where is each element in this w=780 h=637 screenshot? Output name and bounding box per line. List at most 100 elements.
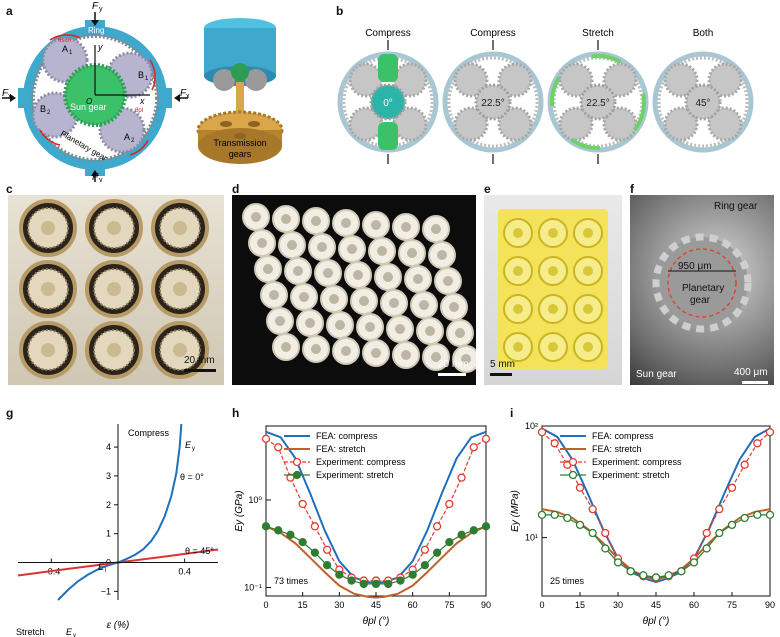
e-cell-hole-0-0 [513,228,523,238]
rotation-arrow-2 [149,59,156,91]
c-gear-hub-1-2 [173,282,187,296]
chart-g-ytick-label-3: 2 [106,500,111,510]
photo-d-lattice [242,203,476,373]
fea-angle-3: 45° [695,98,710,109]
transmission-label-1: Transmission [213,138,266,148]
chart-i-point-3-17 [753,510,762,519]
d-cell-hole-2-5 [413,274,423,284]
fea-planet-1-2 [453,106,489,142]
force-arrowhead-right [174,94,180,102]
d-cell-hole-2-6 [443,276,453,286]
chart-g-ytick-label-5: 4 [106,442,111,452]
chart-h-point-3-4 [310,548,320,557]
c-gear-hub-1-1 [107,282,121,296]
chart-h-xtick-label-5: 75 [444,600,454,610]
origin-label: O [86,97,92,106]
fea-planet-3-2 [663,106,699,142]
chart-i-point-2-17 [753,439,762,448]
chart-h-legend-text-3: Experiment: stretch [316,470,394,480]
scale-bar-d [438,373,466,376]
chart-h-point-3-16 [457,530,466,539]
d-cell-hole-1-1 [287,240,297,250]
e-cell-hole-2-2 [583,304,593,314]
d-cell-hole-5-2 [341,346,351,356]
chart-i-legend-marker-2 [568,457,578,467]
chart-i-legend-text-1: FEA: stretch [592,444,642,454]
d-cell-hole-2-2 [323,268,333,278]
axis-x-label: x [139,96,145,106]
c-gear-hub-2-2 [173,343,187,357]
chart-g-ytick-label-0: −1 [101,586,111,596]
chart-h-legend-marker-2 [292,457,302,467]
diameter-label: 950 μm [678,261,712,272]
force-arrowhead-left [10,94,16,102]
chart-h-ytick-label-0: 10⁻¹ [244,583,262,593]
scale-label-f: 400 μm [734,367,768,378]
chart-i-legend-text-3: Experiment: stretch [592,470,670,480]
fea-angle-1: 22.5° [481,98,504,109]
d-cell-hole-5-5 [431,352,441,362]
scale-bar-e [490,373,512,376]
fea-planet-1-1 [497,62,533,98]
fea-stress-bottom-0 [378,122,398,150]
chart-i-point-3-11 [677,567,686,576]
d-cell-hole-3-0 [269,290,279,300]
chart-h-legend-marker-3 [292,470,302,480]
d-cell-hole-0-3 [341,218,351,228]
chart-i-point-2-5 [601,528,610,538]
e-block [498,209,608,369]
chart-i-ytick-label-0: 10¹ [525,533,538,543]
chart-i-point-2-13 [702,528,711,538]
chart-i-legend-text-0: FEA: compress [592,431,654,441]
panel-b-fea: 0° Compress 22.5° Compress 22.5° Stretch 45° Bo… [337,28,754,164]
chart-i-legend-text-2: Experiment: compress [592,457,682,467]
gear-hole-2 [248,121,260,127]
chart-g-ey-bottom-sub: y [73,633,76,637]
fea-planet-2-2 [558,106,594,142]
chart-g-el-sub: l [105,568,106,574]
force-left-sub: x [8,93,12,100]
chart-h-legend-text-1: FEA: stretch [316,444,366,454]
chart-i-point-3-1 [550,510,559,519]
fea-angle-0: 0° [383,98,393,109]
panel-label-h: h [232,406,240,420]
d-cell-hole-4-1 [305,318,315,328]
planetary-label-1: Planetary [682,283,725,294]
fea-sun-1 [474,83,512,121]
chart-h-point-3-1 [274,526,283,535]
chart-h-point-2-3 [298,499,307,509]
chart-h-point-3-18 [481,522,491,531]
d-cell-hole-0-2 [311,216,321,226]
chart-i-point-3-8 [639,571,648,580]
chart-i-series-0 [541,427,771,584]
d-cell-hole-1-2 [317,242,327,252]
chart-h-point-3-13 [420,561,430,570]
chart-i-point-3-7 [626,567,635,576]
photo-panel-e: 5 mm [484,195,622,385]
d-cell-hole-3-6 [449,302,459,312]
chart-i-xtick-label-3: 45 [651,600,661,610]
chart-i-point-3-9 [651,573,661,582]
ring-label: Ring [88,26,104,35]
d-cell-hole-4-5 [425,326,435,336]
scale-label-d: 20 mm [438,359,469,370]
force-right-label: F [180,88,187,99]
chart-g-xtick-label-1: 0.4 [178,566,191,576]
fea-state-label-2: Stretch [582,28,614,39]
chart-i-ytick-label-1: 10² [525,421,538,431]
d-cell-hole-2-0 [263,264,273,274]
gear-hole-1 [220,121,232,127]
fea-stress-top-0 [378,54,398,82]
theta-sun-label: θsun [58,38,71,44]
chart-g-compress: Compress [128,428,170,438]
fea-sun-3 [684,83,722,121]
fea-state-label-0: Compress [365,28,411,39]
panel-label-i: i [510,406,514,420]
chart-g-theta45: θ = 45° [185,546,214,556]
chart-h-point-2-0 [261,434,271,443]
chart-g-theta0: θ = 0° [180,472,204,482]
chart-h-point-3-12 [408,570,417,579]
b1-sub: 1 [145,76,149,82]
d-cell-hole-3-2 [329,294,339,304]
d-cell-hole-0-0 [251,212,261,222]
